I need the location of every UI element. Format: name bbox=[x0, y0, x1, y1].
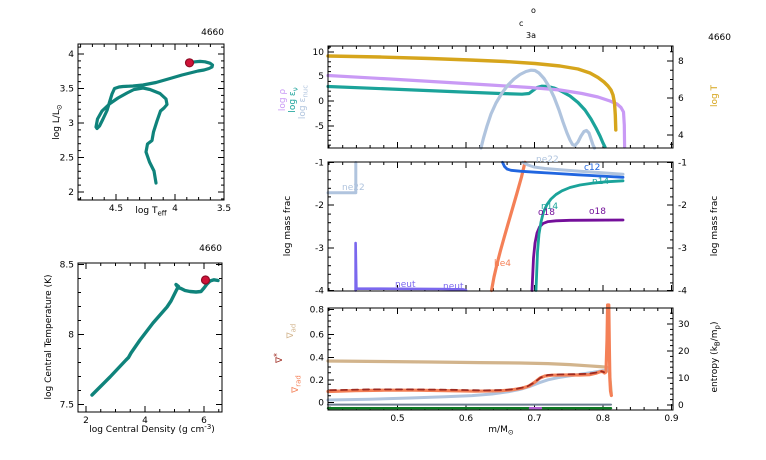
tick-label: -1 bbox=[315, 159, 324, 169]
tick-label: 0.5 bbox=[390, 414, 404, 424]
line-label-neut-b: neut bbox=[443, 282, 464, 292]
profile-thermo-frame bbox=[327, 45, 674, 149]
profile-gradients-frame bbox=[327, 307, 674, 411]
tick-label: 0 bbox=[678, 401, 684, 411]
tick-label: -2 bbox=[315, 201, 324, 211]
tick-label: 0.8 bbox=[596, 414, 611, 424]
tick-label: -3 bbox=[315, 244, 324, 254]
central-conditions-frame bbox=[77, 262, 223, 413]
tick-label: -4 bbox=[315, 287, 324, 297]
tick-label: 10 bbox=[313, 48, 325, 58]
ylabel-massfrac-right: log mass frac bbox=[710, 196, 720, 256]
line-label-he4: he4 bbox=[494, 259, 511, 269]
tick-label: 5 bbox=[318, 72, 324, 82]
model-number-central: 4660 bbox=[199, 244, 222, 254]
tick-label: -2 bbox=[678, 201, 687, 211]
line-ne22-core bbox=[326, 161, 358, 195]
tick-label: 8.5 bbox=[60, 261, 74, 271]
line-label-ne22-core: ne22 bbox=[342, 183, 365, 193]
tick-label: -1 bbox=[678, 159, 687, 169]
tick-label: 20 bbox=[678, 347, 690, 357]
current-model-marker bbox=[200, 275, 211, 285]
tick-label: 0 bbox=[318, 97, 324, 107]
tick-label: 0.6 bbox=[459, 414, 474, 424]
line-label-o18-b: o18 bbox=[589, 207, 606, 217]
tick-label: 0.4 bbox=[310, 354, 325, 364]
line-neut bbox=[354, 241, 468, 292]
tick-label: 3.5 bbox=[60, 85, 74, 95]
tick-label: -5 bbox=[315, 122, 324, 132]
burn-label-c: c bbox=[519, 19, 523, 28]
current-model-marker bbox=[184, 58, 195, 68]
tick-label: 3 bbox=[68, 119, 74, 129]
tick-label: 0.7 bbox=[527, 414, 541, 424]
model-number-profiles: 4660 bbox=[708, 33, 731, 43]
line-grad-rad bbox=[326, 303, 614, 398]
hr-diagram-frame bbox=[77, 43, 225, 201]
xlabel-profiles: m/M⊙ bbox=[488, 425, 513, 437]
profile-abundances-frame bbox=[327, 161, 674, 292]
ylabel-grad-ad: ∇ad bbox=[286, 324, 298, 340]
line-o18 bbox=[530, 218, 625, 292]
xlabel-hr: log Teff bbox=[135, 206, 166, 218]
tick-label: 8 bbox=[678, 57, 684, 67]
line-label-neut-a: neut bbox=[395, 280, 416, 290]
tick-label: -4 bbox=[678, 287, 687, 297]
line-grad-star bbox=[329, 370, 605, 392]
tick-label: 8 bbox=[68, 331, 74, 341]
central-track bbox=[90, 278, 220, 397]
line-log-T bbox=[326, 54, 618, 132]
model-number-hr: 4660 bbox=[201, 28, 224, 38]
ylabel-hr: log L/L⊙ bbox=[52, 104, 64, 140]
line-label-o18-a: o18 bbox=[538, 208, 555, 218]
line-label-c12: c12 bbox=[584, 163, 600, 173]
ylabel-log-eps-nu: log εν bbox=[288, 87, 300, 112]
line-label-ne22-shell: ne22 bbox=[536, 155, 559, 165]
ylabel-log-eps-nuc: log εnuc bbox=[298, 85, 310, 119]
ylabel-entropy: entropy (kB/mp) bbox=[710, 322, 722, 393]
line-ne22-shell bbox=[521, 160, 625, 176]
tick-label: 6 bbox=[678, 94, 684, 104]
tick-label: 4 bbox=[172, 204, 178, 214]
tick-label: 4 bbox=[142, 416, 148, 426]
line-n14 bbox=[534, 179, 625, 292]
ylabel-log-T: log T bbox=[710, 84, 720, 107]
line-log-eps-nu bbox=[326, 84, 607, 149]
tick-label: 6 bbox=[201, 416, 207, 426]
line-log-eps-nuc bbox=[479, 68, 597, 150]
tick-label: 3.5 bbox=[217, 204, 231, 214]
xlabel-central: log Central Density (g cm-3) bbox=[89, 423, 215, 435]
tick-label: 2 bbox=[68, 188, 74, 198]
tick-label: 0.9 bbox=[664, 414, 679, 424]
tick-label: 0.6 bbox=[310, 331, 325, 341]
hr-track bbox=[94, 59, 215, 185]
ylabel-central: log Central Temperature (K) bbox=[44, 274, 54, 399]
tick-label: 10 bbox=[678, 374, 690, 384]
burn-label-o: o bbox=[531, 6, 536, 15]
tick-label: 2.5 bbox=[60, 154, 74, 164]
ylabel-log-rho: log ρ bbox=[278, 89, 288, 112]
ylabel-massfrac-left: log mass frac bbox=[283, 196, 293, 256]
line-label-n14-a: n14 bbox=[541, 202, 558, 212]
ylabel-grad-star: ∇* bbox=[273, 353, 286, 364]
tick-label: 30 bbox=[678, 320, 690, 330]
tick-label: 4 bbox=[68, 50, 74, 60]
tick-label: -3 bbox=[678, 244, 687, 254]
line-he4 bbox=[489, 160, 527, 293]
tick-label: 2 bbox=[83, 416, 89, 426]
tick-label: 0 bbox=[318, 399, 324, 409]
tick-label: 4 bbox=[678, 131, 684, 141]
ylabel-grad-rad: ∇rad bbox=[291, 375, 303, 394]
tick-label: 4.5 bbox=[109, 204, 123, 214]
line-c12 bbox=[501, 160, 625, 179]
line-log-rho bbox=[326, 73, 627, 149]
burn-label-3a: 3a bbox=[526, 31, 536, 40]
tick-label: 7.5 bbox=[60, 401, 74, 411]
tick-label: 0.8 bbox=[310, 306, 325, 316]
tick-label: 0.2 bbox=[310, 376, 324, 386]
line-label-n14-b: n14 bbox=[592, 177, 609, 187]
